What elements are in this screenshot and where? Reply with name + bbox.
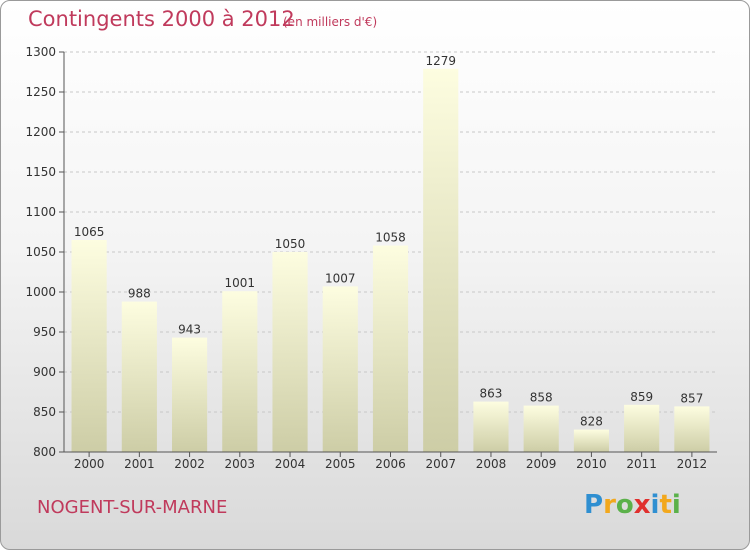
x-tick-label: 2000 (74, 457, 105, 471)
bar-2003 (222, 291, 258, 452)
logo-letter: P (584, 490, 604, 520)
y-tick-label: 1250 (25, 85, 56, 99)
data-label: 859 (630, 390, 653, 404)
data-label: 857 (680, 391, 703, 405)
x-tick-label: 2003 (225, 457, 256, 471)
data-label: 828 (580, 415, 603, 429)
data-label: 1007 (325, 271, 356, 285)
data-label: 1279 (425, 54, 456, 68)
y-tick-labels: 800 850 900 950 1000 1050 1100 1150 1200 1250 1300 (25, 45, 56, 459)
y-tick-label: 850 (33, 405, 56, 419)
x-tick-label: 2012 (677, 457, 708, 471)
data-label: 1001 (225, 276, 256, 290)
bar-2011 (624, 404, 660, 452)
x-tick-label: 2005 (325, 457, 356, 471)
location-name: NOGENT-SUR-MARNE (37, 497, 228, 518)
data-label: 943 (178, 323, 201, 337)
data-labels: 1065 988 943 1001 1050 1007 1058 1279 863 858 828 8… (74, 54, 703, 429)
y-tick-label: 1100 (25, 205, 56, 219)
y-tick-label: 1000 (25, 285, 56, 299)
data-label: 858 (530, 391, 553, 405)
x-tick-label: 2006 (375, 457, 406, 471)
bar-2002 (171, 337, 208, 452)
x-tick-label: 2010 (576, 457, 607, 471)
bar-2007 (423, 68, 459, 453)
x-tick-label: 2011 (626, 457, 657, 471)
logo-letter: i (671, 490, 681, 520)
y-tick-label: 1300 (25, 45, 56, 59)
data-label: 863 (480, 387, 503, 401)
data-label: 1065 (74, 225, 105, 239)
logo-letter: x (633, 490, 651, 520)
bar-2010 (573, 429, 610, 452)
bars (71, 68, 710, 453)
chart-subtitle: (en milliers d'€) (283, 15, 378, 29)
x-tick-label: 2007 (425, 457, 456, 471)
logo-letter: i (650, 490, 660, 520)
bar-2006 (372, 245, 409, 452)
logo-letter: r (603, 490, 616, 520)
bar-2000 (71, 240, 107, 452)
x-tick-label: 2008 (476, 457, 507, 471)
bar-2012 (674, 406, 710, 452)
logo-letter: t (659, 490, 672, 520)
logo-letter: o (615, 490, 634, 520)
bar-2005 (322, 286, 358, 452)
y-tick-label: 950 (33, 325, 56, 339)
bar-2009 (523, 405, 559, 452)
data-label: 1050 (275, 237, 306, 251)
chart-title: Contingents 2000 à 2012 (28, 7, 295, 31)
bar-2004 (272, 252, 308, 452)
y-tick-label: 1150 (25, 165, 56, 179)
x-tick-labels: 2000 2001 2002 2003 2004 2005 2006 2007 2008 2009… (74, 457, 707, 471)
bar-2001 (121, 301, 157, 452)
axes (59, 51, 717, 457)
y-tick-label: 900 (33, 365, 56, 379)
data-label: 988 (128, 287, 151, 301)
proxiti-logo[interactable]: Proxiti (584, 490, 681, 520)
y-tick-label: 1050 (25, 245, 56, 259)
bar-2008 (473, 401, 509, 452)
y-tick-label: 800 (33, 445, 56, 459)
x-tick-label: 2004 (275, 457, 306, 471)
x-tick-label: 2009 (526, 457, 557, 471)
x-tick-label: 2002 (174, 457, 205, 471)
y-tick-label: 1200 (25, 125, 56, 139)
data-label: 1058 (375, 231, 406, 245)
x-tick-label: 2001 (124, 457, 155, 471)
